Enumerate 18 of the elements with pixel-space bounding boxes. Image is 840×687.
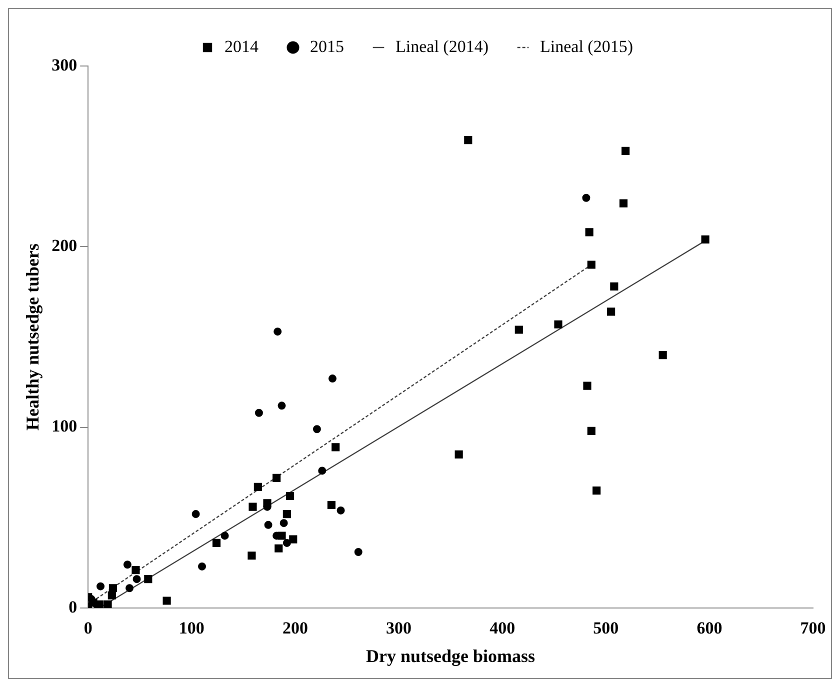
x-tick-label: 100: [178, 618, 204, 638]
legend-label: Lineal (2015): [540, 36, 633, 56]
x-tick-label: 600: [696, 618, 722, 638]
x-tick-label: 400: [490, 618, 516, 638]
x-tick-label: 700: [800, 618, 826, 638]
y-tick-label: 200: [52, 236, 78, 256]
x-tick-label: 500: [593, 618, 619, 638]
y-tick-label: 300: [52, 55, 78, 74]
y-tick-label: 0: [68, 597, 78, 616]
legend-label: Lineal (2014): [396, 36, 489, 56]
x-tick-label: 200: [282, 618, 308, 638]
y-axis-title: Healthy nutsedge tubers: [22, 243, 42, 431]
legend-label: 2014: [224, 36, 260, 56]
x-axis-title: Dry nutsedge biomass: [366, 646, 536, 666]
x-tick-label: 0: [84, 618, 92, 638]
x-tick-label: 300: [386, 618, 412, 638]
y-tick-label: 100: [52, 416, 78, 436]
legend-label: 2015: [310, 36, 344, 56]
